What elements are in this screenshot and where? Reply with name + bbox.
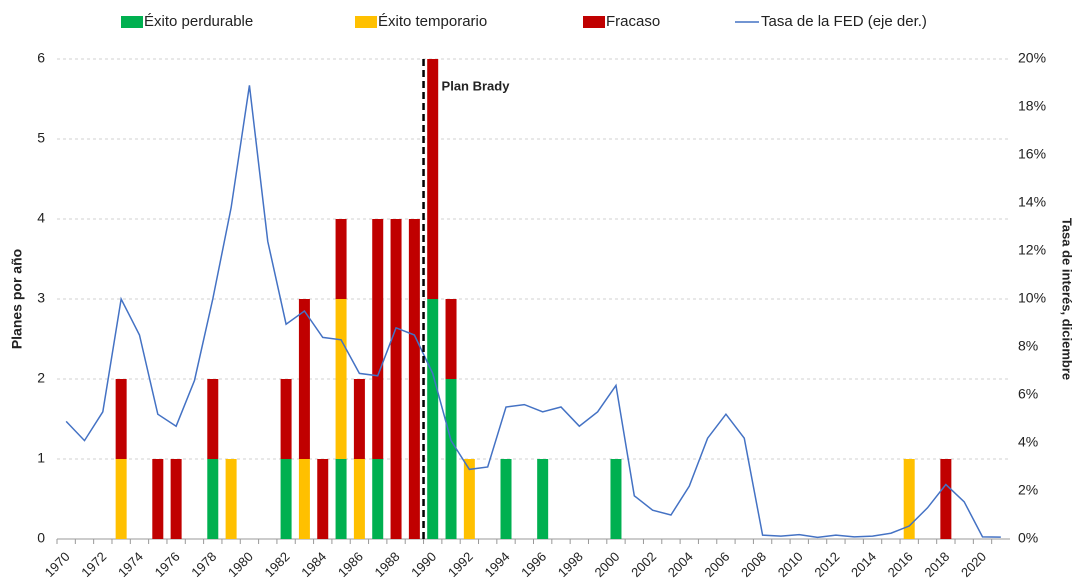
x-tick-label: 2008 (738, 549, 769, 580)
bar-segment (445, 299, 457, 379)
legend-label: Tasa de la FED (eje der.) (761, 13, 927, 30)
legend-label: Éxito perdurable (144, 13, 253, 30)
x-tick-label: 1976 (152, 549, 183, 580)
x-tick-label: 1998 (555, 549, 586, 580)
y2-tick-label: 2% (1018, 482, 1038, 498)
x-tick-label: 1984 (298, 549, 329, 580)
x-tick-label: 2012 (811, 549, 842, 580)
bar-segment (225, 459, 237, 539)
bar-segment (317, 459, 329, 539)
y2-tick-label: 0% (1018, 530, 1038, 546)
bar-segment (280, 379, 292, 459)
x-tick-label: 2004 (665, 549, 696, 580)
x-tick-label: 2006 (701, 549, 732, 580)
legend-label: Éxito temporario (378, 13, 487, 30)
bar-segment (427, 59, 439, 299)
rate-line (65, 85, 1001, 539)
x-tick-label: 1974 (115, 549, 146, 580)
y-tick-label: 1 (37, 450, 45, 466)
y-axis-title: Planes por año (9, 249, 25, 349)
x-tick-label: 1996 (518, 549, 549, 580)
x-tick-label: 1978 (188, 549, 219, 580)
y2-tick-label: 10% (1018, 290, 1046, 306)
x-tick-label: 1986 (335, 549, 366, 580)
y2-tick-label: 6% (1018, 386, 1038, 402)
annotation: Plan Brady (442, 78, 511, 93)
bar-segment (207, 379, 219, 459)
y2-tick-label: 4% (1018, 434, 1038, 450)
y2-tick-label: 18% (1018, 98, 1046, 114)
bar-segment (610, 459, 622, 539)
bar-segment (537, 459, 549, 539)
bar-segment (353, 379, 365, 459)
bar-segment (115, 459, 127, 539)
y2-tick-label: 16% (1018, 146, 1046, 162)
x-tick-label: 2010 (775, 549, 806, 580)
legend-swatch (355, 16, 377, 28)
bar-segment (372, 219, 384, 459)
bar-segment (298, 459, 310, 539)
y-tick-label: 3 (37, 290, 45, 306)
x-tick-label: 1990 (408, 549, 439, 580)
bar-segment (463, 459, 475, 539)
bar-segment (170, 459, 182, 539)
bar-segment (152, 459, 164, 539)
x-tick-label: 2020 (958, 549, 989, 580)
x-tick-label: 1982 (262, 549, 293, 580)
bar-segment (390, 219, 402, 539)
bar-segment (427, 299, 439, 539)
legend-swatch (121, 16, 143, 28)
y2-tick-label: 20% (1018, 50, 1046, 66)
y2-tick-label: 8% (1018, 338, 1038, 354)
y2-tick-label: 14% (1018, 194, 1046, 210)
bar-segment (115, 379, 127, 459)
x-tick-label: 2018 (921, 549, 952, 580)
bar-segment (372, 459, 384, 539)
bar-segment (335, 219, 347, 299)
y-tick-label: 6 (37, 50, 45, 66)
y2-axis-title: Tasa de interés, diciembre (1060, 218, 1075, 380)
x-tick-label: 1992 (445, 549, 476, 580)
x-tick-label: 2014 (848, 549, 879, 580)
bar-segment (408, 219, 420, 539)
bar-segment (903, 459, 915, 539)
y-tick-label: 5 (37, 130, 45, 146)
x-tick-label: 2002 (628, 549, 659, 580)
bar-segment (298, 299, 310, 459)
bar-segment (207, 459, 219, 539)
legend-label: Fracaso (606, 13, 660, 30)
x-tick-label: 1994 (482, 549, 513, 580)
bar-segment (280, 459, 292, 539)
bar-segment (940, 459, 952, 539)
bar-segment (335, 299, 347, 459)
bar-segment (500, 459, 512, 539)
bar-segment (353, 459, 365, 539)
y-tick-label: 4 (37, 210, 45, 226)
y-tick-label: 2 (37, 370, 45, 386)
x-tick-label: 1972 (78, 549, 109, 580)
bar-segment (445, 379, 457, 539)
y2-tick-label: 12% (1018, 242, 1046, 258)
x-tick-label: 1970 (42, 549, 73, 580)
x-tick-label: 2000 (591, 549, 622, 580)
bar-segment (335, 459, 347, 539)
y-tick-label: 0 (37, 530, 45, 546)
x-tick-label: 2016 (885, 549, 916, 580)
x-tick-label: 1988 (372, 549, 403, 580)
x-tick-label: 1980 (225, 549, 256, 580)
legend-swatch (583, 16, 605, 28)
